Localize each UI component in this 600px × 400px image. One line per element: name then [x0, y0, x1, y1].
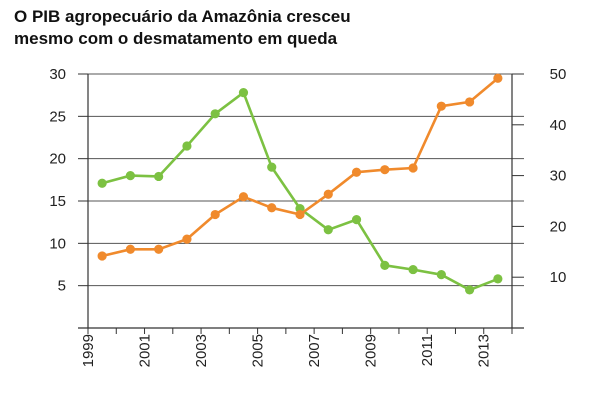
chart-title-line-1: O PIB agropecuário da Amazônia cresceu	[14, 7, 351, 26]
series-line-green	[100, 91, 500, 292]
data-point-orange	[408, 163, 418, 173]
data-point-green	[408, 264, 418, 275]
data-point-orange	[380, 165, 390, 175]
data-point-green	[125, 171, 135, 181]
data-point-green	[351, 215, 362, 225]
y-right-tick-label: 50	[550, 66, 567, 83]
y-left-tick-label: 5	[58, 278, 66, 295]
data-point-green	[97, 178, 107, 188]
data-point-green	[210, 109, 220, 119]
data-point-orange	[465, 97, 475, 107]
data-point-orange	[97, 251, 107, 261]
data-point-green	[182, 141, 192, 151]
chart-title: O PIB agropecuário da Amazônia cresceu m…	[14, 6, 351, 50]
x-tick-label: 2011	[419, 334, 436, 366]
x-tick-label: 2001	[137, 334, 154, 367]
y-right-tick-label: 40	[550, 117, 567, 134]
data-point-green	[154, 171, 164, 182]
x-tick-label: 2007	[306, 334, 323, 367]
data-point-orange	[238, 192, 249, 202]
data-point-orange	[267, 203, 277, 213]
data-point-green	[267, 162, 277, 172]
y-left-tick-label: 10	[49, 235, 66, 252]
data-point-green	[436, 270, 446, 280]
series-layer	[97, 73, 503, 295]
data-point-orange	[493, 73, 503, 83]
y-right-tick-label: 30	[550, 168, 567, 185]
data-point-orange	[182, 234, 192, 244]
y-left-tick-label: 30	[49, 66, 66, 83]
tick-labels: 5 10 15 20 25 30 10 20 30 40 50 1999 2001 2003 2005 200…	[49, 66, 566, 367]
y-right-tick-label: 10	[550, 269, 567, 286]
x-tick-label: 2009	[363, 334, 380, 367]
x-tick-label: 2005	[250, 334, 267, 367]
data-point-green	[238, 88, 249, 98]
data-point-orange	[436, 101, 446, 111]
data-point-green	[493, 274, 503, 284]
y-left-tick-label: 20	[49, 151, 66, 168]
data-point-orange	[154, 244, 164, 254]
data-point-orange	[323, 189, 333, 199]
y-left-tick-label: 25	[49, 108, 66, 125]
axes	[78, 73, 524, 334]
data-point-orange	[125, 244, 135, 254]
x-tick-label: 2003	[193, 334, 210, 367]
data-point-green	[323, 225, 333, 235]
chart-title-line-2: mesmo com o desmatamento em queda	[14, 29, 338, 48]
data-point-green	[465, 285, 475, 295]
data-point-orange	[351, 167, 362, 177]
y-right-tick-label: 20	[550, 218, 567, 235]
data-point-orange	[210, 209, 220, 220]
gridlines	[88, 73, 524, 287]
data-point-green	[380, 260, 390, 270]
y-left-tick-label: 15	[49, 193, 66, 210]
x-tick-label: 2013	[476, 334, 493, 367]
x-tick-label: 1999	[80, 334, 97, 367]
data-point-orange	[295, 209, 305, 220]
